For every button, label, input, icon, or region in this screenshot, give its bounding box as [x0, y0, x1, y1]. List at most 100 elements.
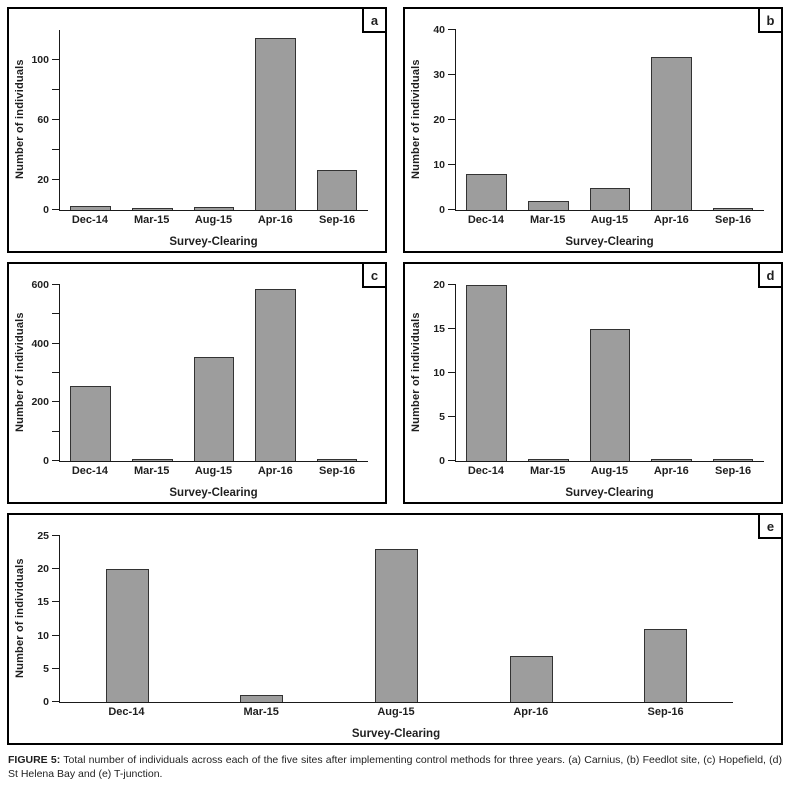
x-category-label: Aug-15	[194, 465, 233, 477]
x-category-label: Aug-15	[590, 465, 629, 477]
plot-area: 0 200 400 600	[31, 279, 368, 467]
figure-caption-label: FIGURE 5:	[8, 754, 61, 766]
x-category-label: Apr-16	[513, 706, 549, 718]
x-category-label: Dec-14	[467, 465, 504, 477]
y-tick: 30	[433, 69, 456, 81]
bar-apr-16	[651, 57, 692, 210]
bar-slot	[456, 30, 518, 210]
x-category-label: Sep-16	[647, 706, 684, 718]
y-tick-label: 5	[439, 411, 445, 423]
y-tick: 0	[43, 455, 60, 467]
bar-slot	[195, 536, 330, 702]
x-category-label: Dec-14	[71, 214, 108, 226]
y-tick: 10	[37, 630, 60, 642]
bar-aug-15	[374, 549, 419, 702]
bar-slot	[702, 30, 764, 210]
bar-sep-16	[712, 208, 754, 210]
y-tick-label: 100	[31, 54, 49, 66]
bar-dec-14	[70, 386, 112, 461]
y-axis-title: Number of individuals	[410, 59, 422, 179]
x-category-label: Aug-15	[194, 214, 233, 226]
figure-caption-text: Total number of individuals across each …	[8, 754, 783, 781]
x-category-label: Mar-15	[133, 465, 170, 477]
y-tick-label: 20	[433, 279, 445, 291]
bar-slot	[306, 285, 368, 461]
x-category-label: Dec-14	[71, 465, 108, 477]
x-category-label: Apr-16	[653, 465, 689, 477]
panel-letter: d	[766, 267, 775, 283]
y-tick-label: 0	[43, 696, 49, 708]
bar-sep-16	[316, 169, 358, 210]
x-axis-title: Survey-Clearing	[565, 487, 654, 499]
y-axis-title: Number of individuals	[14, 59, 26, 179]
bar-slot	[245, 285, 307, 461]
y-tick: 10	[433, 159, 456, 171]
y-tick: 20	[37, 563, 60, 575]
y-tick	[52, 89, 60, 90]
y-tick: 0	[43, 696, 60, 708]
x-category-label: Mar-15	[243, 706, 279, 718]
x-axis-title: Survey-Clearing	[565, 236, 654, 248]
y-tick-label: 400	[31, 337, 49, 350]
panel-letter: a	[370, 12, 379, 28]
bars-container	[456, 30, 764, 210]
chart-panel-c: c Number of individuals 0 200 400 600 Dec-1…	[7, 262, 387, 504]
bar-slot	[702, 285, 764, 461]
y-tick: 20	[37, 174, 60, 186]
bar-slot	[598, 536, 733, 702]
bar-aug-15	[589, 329, 631, 461]
chart-panel-b: b Number of individuals 0 10 20 30 40 Dec-14…	[403, 7, 783, 253]
panel-letter-box: a	[362, 9, 385, 33]
x-category-label: Mar-15	[529, 214, 566, 226]
y-tick: 200	[31, 396, 60, 408]
bar-mar-15	[240, 695, 284, 702]
y-tick	[52, 372, 60, 373]
bar-slot	[518, 30, 580, 210]
y-tick-label: 10	[433, 367, 445, 379]
bar-slot	[456, 285, 518, 461]
y-tick	[52, 313, 60, 315]
y-tick: 0	[43, 204, 60, 216]
y-tick-label: 0	[439, 204, 445, 216]
y-tick: 400	[31, 338, 60, 350]
plot-area: 0 20 60 100	[31, 30, 368, 216]
bar-mar-15	[132, 459, 173, 461]
x-category-label: Apr-16	[653, 214, 689, 226]
y-tick-label: 200	[31, 396, 49, 409]
y-tick: 0	[439, 204, 456, 216]
bar-mar-15	[528, 459, 569, 461]
x-category-label: Sep-16	[715, 214, 752, 226]
bar-slot	[122, 285, 184, 461]
y-tick-label: 10	[37, 629, 49, 642]
x-axis-title: Survey-Clearing	[169, 487, 258, 499]
bar-apr-16	[651, 459, 692, 461]
y-axis-title: Number of individuals	[410, 312, 422, 432]
y-tick	[52, 430, 60, 432]
y-tick-label: 20	[37, 174, 49, 186]
x-category-label: Apr-16	[257, 465, 293, 477]
bar-dec-14	[105, 569, 149, 702]
bar-sep-16	[712, 459, 754, 461]
y-tick-label: 15	[37, 596, 49, 609]
y-tick: 15	[37, 596, 60, 608]
y-tick-label: 600	[31, 279, 49, 291]
panel-letter: c	[370, 267, 379, 283]
y-tick-label: 20	[37, 563, 49, 576]
bar-apr-16	[255, 289, 296, 461]
x-category-label: Apr-16	[257, 214, 293, 226]
x-category-labels: Dec-14 Mar-15 Aug-15 Apr-16 Sep-16	[455, 214, 764, 230]
y-tick-label: 30	[433, 69, 445, 81]
x-category-label: Dec-14	[108, 706, 145, 718]
bar-slot	[329, 536, 464, 702]
panel-letter-box: d	[758, 264, 781, 288]
bar-slot	[60, 285, 122, 461]
bar-sep-16	[644, 628, 688, 702]
x-category-label: Sep-16	[715, 465, 752, 477]
x-category-labels: Dec-14 Mar-15 Aug-15 Apr-16 Sep-16	[59, 706, 733, 722]
bar-slot	[122, 30, 184, 210]
panel-grid: a Number of individuals 0 20 60 100 Dec-14 M…	[7, 7, 783, 745]
panel-letter: b	[766, 12, 775, 28]
y-tick: 10	[433, 367, 456, 379]
x-axis-title: Survey-Clearing	[169, 236, 258, 248]
bar-mar-15	[132, 208, 173, 210]
